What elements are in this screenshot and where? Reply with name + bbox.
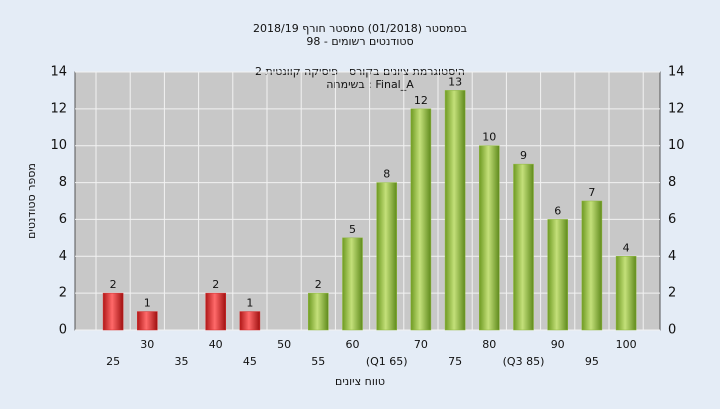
y-tick-label: 2 [59, 286, 67, 301]
x-tick-label: 55 [311, 355, 325, 368]
y-tick-label: 10 [50, 138, 67, 153]
y-axis-label: מספר סטודנטים [25, 163, 38, 239]
bar [615, 256, 637, 331]
x-tick-label: 75 [448, 355, 462, 368]
value-label: 12 [414, 94, 428, 107]
y-tick-label: 14 [50, 65, 67, 80]
value-label: 2 [315, 278, 322, 291]
y2-tick-label: 2 [668, 286, 676, 301]
value-label: 6 [554, 204, 561, 217]
y2-tick-label: 14 [668, 65, 685, 80]
y-tick-label: 8 [59, 175, 67, 190]
bar [102, 292, 124, 331]
y2-tick-label: 4 [668, 249, 676, 264]
x-tick-label: 60 [346, 338, 360, 351]
x-tick-label: 50 [277, 338, 291, 351]
x-tick-label: 100 [616, 338, 637, 351]
bar [479, 145, 500, 331]
value-label: 7 [588, 186, 595, 199]
bar [239, 311, 261, 331]
x-tick-label: 95 [585, 355, 599, 368]
bar [137, 311, 158, 331]
bar [547, 219, 568, 331]
bar [308, 292, 329, 331]
bar [376, 182, 397, 331]
bar [444, 90, 466, 331]
bar [410, 108, 432, 331]
y-tick-label: 0 [59, 323, 67, 338]
value-label: 2 [212, 278, 219, 291]
y2-tick-label: 0 [668, 323, 676, 338]
value-label: 9 [520, 149, 527, 162]
x-tick-label: (Q3 85) [503, 355, 545, 368]
y-tick-label: 12 [50, 101, 67, 116]
plot-area [74, 71, 661, 331]
x-tick-label: 70 [414, 338, 428, 351]
y-tick-label: 4 [59, 249, 67, 264]
x-tick-label: 35 [175, 355, 189, 368]
value-label: 4 [623, 241, 630, 254]
title-line: בסמסטר (01/2018) סמסטר חורף 2018/19 [253, 22, 467, 35]
x-tick-label: 90 [551, 338, 565, 351]
value-label: 5 [349, 223, 356, 236]
y2-tick-label: 10 [668, 138, 685, 153]
y2-tick-label: 8 [668, 175, 676, 190]
x-tick-label: 30 [140, 338, 154, 351]
value-label: 13 [448, 75, 462, 88]
x-tick-label: (Q1 65) [366, 355, 408, 368]
y2-tick-label: 6 [668, 212, 676, 227]
title-line: סטודנטים רשומים - 98 [306, 35, 413, 48]
x-tick-label: 80 [482, 338, 496, 351]
value-label: 1 [144, 297, 151, 310]
bar [205, 292, 226, 331]
x-tick-label: 45 [243, 355, 257, 368]
bar [342, 237, 363, 331]
value-label: 10 [482, 131, 496, 144]
y2-tick-label: 12 [668, 101, 685, 116]
y-tick-label: 6 [59, 212, 67, 227]
x-tick-label: 25 [106, 355, 120, 368]
value-label: 1 [246, 297, 253, 310]
value-label: 8 [383, 168, 390, 181]
x-axis-label: טווח ציונים [335, 375, 385, 388]
annotation: בשימחה : Final_A [326, 78, 414, 91]
bar [513, 163, 534, 331]
value-label: 2 [110, 278, 117, 291]
bar [581, 200, 603, 331]
x-tick-label: 40 [209, 338, 223, 351]
